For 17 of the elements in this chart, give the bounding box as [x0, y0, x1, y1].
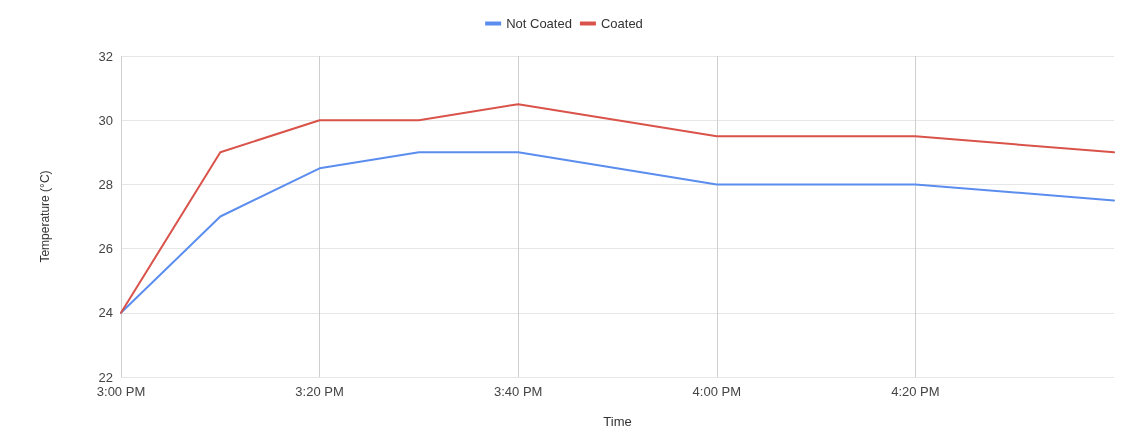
x-tick-label: 3:20 PM: [295, 384, 344, 399]
x-tick-label: 3:00 PM: [96, 384, 146, 399]
legend-label: Not Coated: [506, 16, 572, 31]
x-axis-title: Time: [603, 414, 632, 429]
y-tick-label: 28: [98, 176, 113, 192]
y-axis-title: Temperature (°C): [38, 170, 52, 263]
x-tick-label: 4:00 PM: [692, 384, 741, 399]
y-tick-label: 30: [98, 112, 113, 128]
legend-label: Coated: [600, 16, 643, 31]
y-tick-label: 26: [98, 241, 113, 257]
y-tick-label: 32: [98, 48, 113, 64]
y-tick-label: 24: [98, 305, 113, 321]
x-tick-label: 4:20 PM: [891, 384, 940, 399]
y-tick-label: 22: [98, 369, 113, 385]
line-series: [120, 151, 1115, 314]
line-series: [120, 103, 1115, 314]
x-tick-label: 3:40 PM: [494, 384, 543, 399]
